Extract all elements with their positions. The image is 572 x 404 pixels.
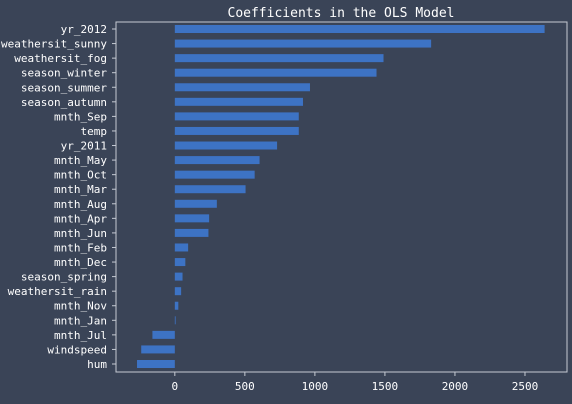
bar-mnth_Feb [174, 243, 189, 252]
bar-yr_2011 [174, 141, 278, 150]
x-axis: 0 500 1000 1500 2000 2500 [172, 372, 539, 393]
y-tick-label: mnth_Mar [54, 183, 107, 196]
bar-season_autumn [174, 97, 303, 106]
x-tick-label: 1000 [302, 380, 329, 393]
bar-hum [137, 360, 175, 368]
y-tick-labels: yr_2012 weathersit_sunnyweathersit_fogsea… [1, 23, 116, 371]
bar-mnth_Jun [174, 228, 209, 237]
y-tick-label: season_winter [21, 67, 107, 80]
y-tick-label: yr_2011 [61, 140, 107, 153]
bar-mnth_May [174, 156, 260, 165]
y-tick-label: mnth_Oct [54, 169, 107, 182]
bar-mnth_Nov [174, 301, 179, 310]
y-tick-label: yr_2012 [61, 23, 107, 36]
bar-yr_2012 [174, 25, 545, 33]
x-tick-label: 0 [172, 380, 179, 393]
y-tick-label: mnth_Feb [54, 241, 107, 254]
x-tick-label: 2000 [442, 380, 469, 393]
y-tick-label: mnth_Aug [54, 198, 107, 211]
y-tick-label: weathersit_sunny [1, 38, 107, 51]
x-tick-label: 500 [235, 380, 255, 393]
bar-weathersit_sunny [174, 39, 432, 48]
bar-weathersit_fog [174, 54, 384, 63]
bar-weathersit_rain [174, 287, 182, 296]
bar-mnth_Oct [174, 170, 255, 179]
chart-title: Coefficients in the OLS Model [228, 6, 455, 21]
y-tick-label: weathersit_fog [14, 52, 107, 65]
bar-mnth_Apr [174, 214, 210, 223]
y-tick-label: mnth_Apr [54, 212, 107, 225]
y-tick-label: mnth_Jan [54, 314, 107, 327]
bar-mnth_Aug [174, 199, 217, 208]
y-tick-label: mnth_Nov [54, 300, 107, 313]
y-tick-label: mnth_Dec [54, 256, 107, 269]
y-tick-label: mnth_May [54, 154, 107, 167]
y-tick-label: season_spring [21, 271, 107, 284]
bar-season_summer [174, 83, 310, 92]
bars-group [137, 25, 545, 368]
bar-season_winter [174, 68, 377, 77]
bar-mnth_Dec [174, 258, 186, 267]
y-tick-label: season_summer [21, 81, 107, 94]
y-tick-label: weathersit_rain [8, 285, 107, 298]
y-tick-label: temp [81, 125, 108, 138]
bar-temp [174, 126, 299, 135]
x-tick-label: 1500 [372, 380, 399, 393]
y-tick-label: mnth_Jul [54, 329, 107, 342]
y-tick-label: mnth_Jun [54, 227, 107, 240]
bar-mnth_Jul [152, 330, 175, 339]
bar-mnth_Mar [174, 185, 246, 194]
y-tick-label: hum [87, 358, 107, 371]
bar-season_spring [174, 272, 183, 281]
y-tick-label: season_autumn [21, 96, 107, 109]
bar-windspeed [141, 345, 175, 354]
y-tick-label: windspeed [47, 343, 107, 356]
bar-mnth_Sep [174, 112, 299, 121]
plot-frame [115, 21, 568, 373]
y-tick-label: mnth_Sep [54, 110, 107, 123]
x-tick-label: 2500 [512, 380, 539, 393]
bar-mnth_Jan [174, 316, 176, 325]
